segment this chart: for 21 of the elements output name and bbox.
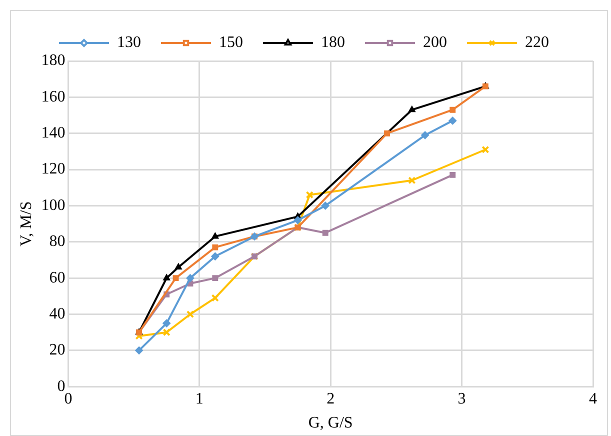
x-tick-label: 3 bbox=[458, 390, 466, 408]
y-tick-label: 140 bbox=[41, 124, 66, 142]
y-tick-label: 160 bbox=[41, 88, 66, 106]
y-tick-label: 180 bbox=[41, 52, 66, 70]
y-tick-label: 20 bbox=[49, 342, 66, 359]
legend-label: 130 bbox=[117, 34, 141, 52]
legend-label: 150 bbox=[219, 34, 243, 52]
x-tick-label: 2 bbox=[326, 390, 335, 408]
legend-label: 200 bbox=[423, 34, 447, 52]
x-tick-label: 4 bbox=[589, 390, 597, 408]
y-tick-label: 60 bbox=[49, 269, 66, 286]
y-axis-title: V, M/S bbox=[18, 201, 35, 246]
x-tick-label: 1 bbox=[195, 390, 204, 408]
legend-label: 220 bbox=[525, 34, 549, 52]
y-tick-label: 0 bbox=[57, 378, 66, 395]
legend-label: 180 bbox=[321, 34, 345, 52]
x-axis-title: G, G/S bbox=[308, 414, 353, 432]
y-tick-label: 100 bbox=[41, 196, 66, 214]
y-tick-label: 80 bbox=[49, 233, 66, 250]
y-tick-label: 40 bbox=[49, 305, 66, 322]
y-tick-label: 120 bbox=[41, 160, 66, 178]
